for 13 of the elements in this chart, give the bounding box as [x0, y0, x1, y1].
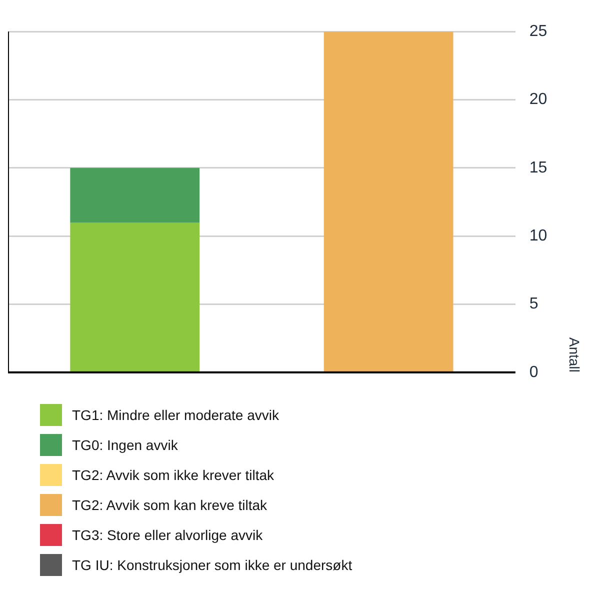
legend-label: TG0: Ingen avvik	[72, 437, 178, 453]
legend-label: TG3: Store eller alvorlige avvik	[72, 527, 263, 543]
y-tick-label: 20	[529, 91, 548, 108]
y-tick-label: 15	[529, 159, 548, 176]
y-tick-label: 5	[529, 296, 538, 313]
y-tick-label: 0	[529, 364, 538, 381]
y-tick-label: 25	[529, 23, 548, 40]
legend-label: TG2: Avvik som ikke krever tiltak	[72, 467, 274, 483]
legend-label: TG IU: Konstruksjoner som ikke er undersøkt	[72, 557, 352, 573]
legend-label: TG2: Avvik som kan kreve tiltak	[72, 497, 268, 513]
legend-label: TG1: Mindre eller moderate avvik	[72, 407, 279, 423]
y-tick-label: 10	[529, 227, 548, 244]
y-axis-title: Antall	[566, 337, 583, 372]
